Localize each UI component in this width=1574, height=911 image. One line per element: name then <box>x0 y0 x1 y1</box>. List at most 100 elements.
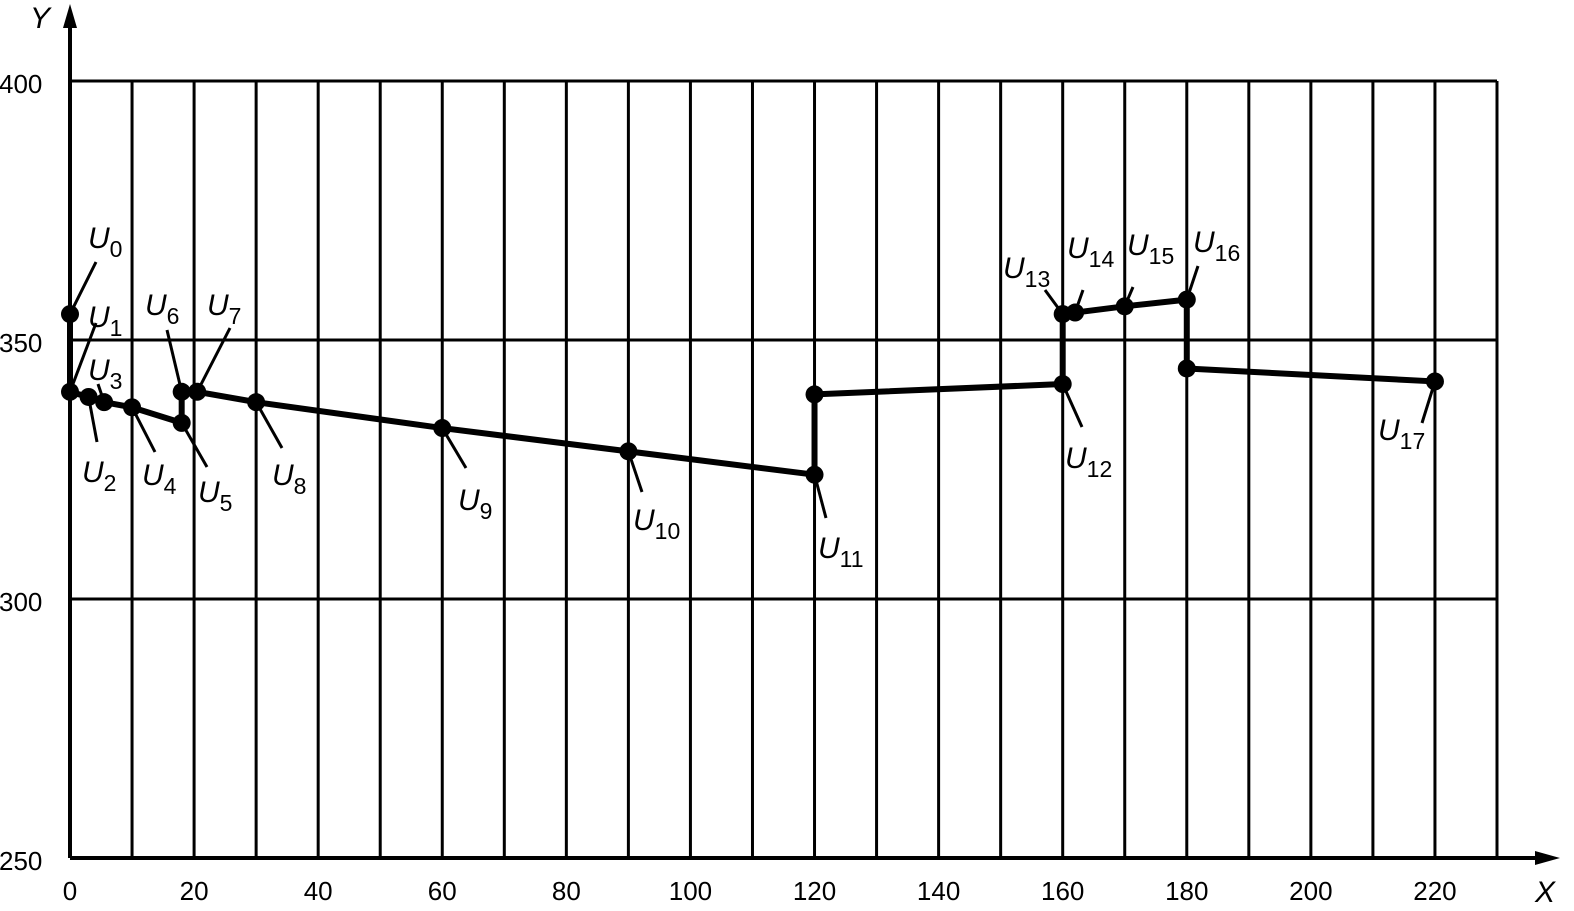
point-label-letter: U <box>633 504 655 537</box>
y-tick-label: 350 <box>0 328 42 358</box>
y-axis-arrow <box>63 4 77 28</box>
x-tick-label: 140 <box>917 876 960 906</box>
point-label: U0 <box>88 222 122 262</box>
leader-line <box>96 383 106 403</box>
grid <box>70 79 1499 858</box>
point-label: U15 <box>1127 229 1174 269</box>
leader-line <box>626 450 644 493</box>
point-label-letter: U <box>1127 229 1149 262</box>
x-tick-labels: 0 20 40 60 80 100 120 140 160 180 200 220 <box>63 876 1457 906</box>
point-label-subscript: 7 <box>229 303 242 329</box>
x-axis-arrow <box>1535 851 1560 865</box>
point-label: U3 <box>88 354 122 394</box>
point-label-letter: U <box>207 289 229 322</box>
point-label: U11 <box>818 532 864 572</box>
leader-line <box>1123 286 1135 307</box>
leader-line <box>68 261 98 315</box>
point-label-subscript: 10 <box>655 518 681 544</box>
point-label-subscript: 16 <box>1215 240 1241 266</box>
y-tick-label: 300 <box>0 587 42 617</box>
point-label-subscript: 4 <box>164 473 177 499</box>
point-label: U6 <box>145 289 179 329</box>
leader-line <box>1185 265 1200 301</box>
y-tick-labels: 250 300 350 400 <box>0 69 42 876</box>
y-axis-label: Y <box>30 2 52 35</box>
point-label: U5 <box>198 476 232 516</box>
x-tick-label: 200 <box>1289 876 1332 906</box>
leader-line <box>87 396 99 443</box>
x-axis-label: X <box>1534 876 1556 909</box>
point-label: U14 <box>1067 232 1114 272</box>
point-label-subscript: 1 <box>110 315 123 341</box>
point-label-subscript: 15 <box>1149 243 1175 269</box>
leader-line <box>440 427 468 469</box>
x-tick-label: 20 <box>180 876 209 906</box>
x-tick-label: 120 <box>793 876 836 906</box>
point-label: U13 <box>1003 252 1050 292</box>
point-label-letter: U <box>1193 226 1215 259</box>
point-label: U2 <box>82 456 116 496</box>
point-label-subscript: 6 <box>167 303 180 329</box>
point-label-letter: U <box>198 476 220 509</box>
point-label-subscript: 0 <box>110 236 123 262</box>
point-label: U4 <box>142 459 177 499</box>
x-tick-label: 160 <box>1041 876 1084 906</box>
x-tick-label: 220 <box>1413 876 1456 906</box>
point-label-subscript: 5 <box>220 490 233 516</box>
leader-line <box>813 474 828 519</box>
axes <box>63 4 1560 865</box>
leader-line <box>130 406 157 453</box>
leader-line <box>1073 289 1085 314</box>
x-tick-label: 0 <box>63 876 77 906</box>
point-label-letter: U <box>88 354 110 387</box>
point-label-letter: U <box>88 222 110 255</box>
point-label: U16 <box>1193 226 1240 266</box>
point-label-subscript: 11 <box>840 546 864 572</box>
point-label-subscript: 12 <box>1087 456 1113 482</box>
x-tick-label: 180 <box>1165 876 1208 906</box>
point-label-letter: U <box>1067 232 1089 265</box>
leader-line <box>68 322 98 393</box>
series-path <box>61 290 1444 484</box>
point-label: U8 <box>272 459 306 499</box>
point-label-letter: U <box>272 459 294 492</box>
point-label-letter: U <box>1065 442 1087 475</box>
point-label-subscript: 3 <box>110 368 123 394</box>
point-label-letter: U <box>458 484 480 517</box>
y-tick-label: 400 <box>0 69 42 99</box>
point-label-letter: U <box>818 532 840 565</box>
leader-line <box>1043 289 1064 315</box>
point-label-subscript: 17 <box>1400 428 1426 454</box>
leader-line <box>1420 380 1437 424</box>
x-tick-label: 100 <box>669 876 712 906</box>
point-label-letter: U <box>88 301 110 334</box>
point-label: U1 <box>88 301 122 341</box>
x-tick-label: 60 <box>428 876 457 906</box>
point-label: U7 <box>207 289 241 329</box>
leader-line <box>195 327 232 393</box>
x-tick-label: 40 <box>304 876 333 906</box>
point-label-subscript: 8 <box>294 473 307 499</box>
point-label-letter: U <box>1003 252 1025 285</box>
point-label-subscript: 9 <box>480 498 493 524</box>
leader-line <box>180 422 209 468</box>
y-tick-label: 250 <box>0 846 42 876</box>
point-label: U9 <box>458 484 492 524</box>
leader-line <box>254 401 284 449</box>
x-tick-label: 80 <box>552 876 581 906</box>
point-label-letter: U <box>142 459 164 492</box>
point-label: U10 <box>633 504 680 544</box>
point-label-subscript: 2 <box>104 470 117 496</box>
point-label-letter: U <box>145 289 167 322</box>
point-label-subscript: 14 <box>1089 246 1115 272</box>
point-label: U12 <box>1065 442 1112 482</box>
point-label-subscript: 13 <box>1025 266 1051 292</box>
leader-line <box>165 329 184 393</box>
leader-line <box>1061 383 1084 428</box>
point-label-letter: U <box>1378 414 1400 447</box>
data-point <box>805 385 824 404</box>
point-label-letter: U <box>82 456 104 489</box>
data-point <box>1177 359 1196 378</box>
